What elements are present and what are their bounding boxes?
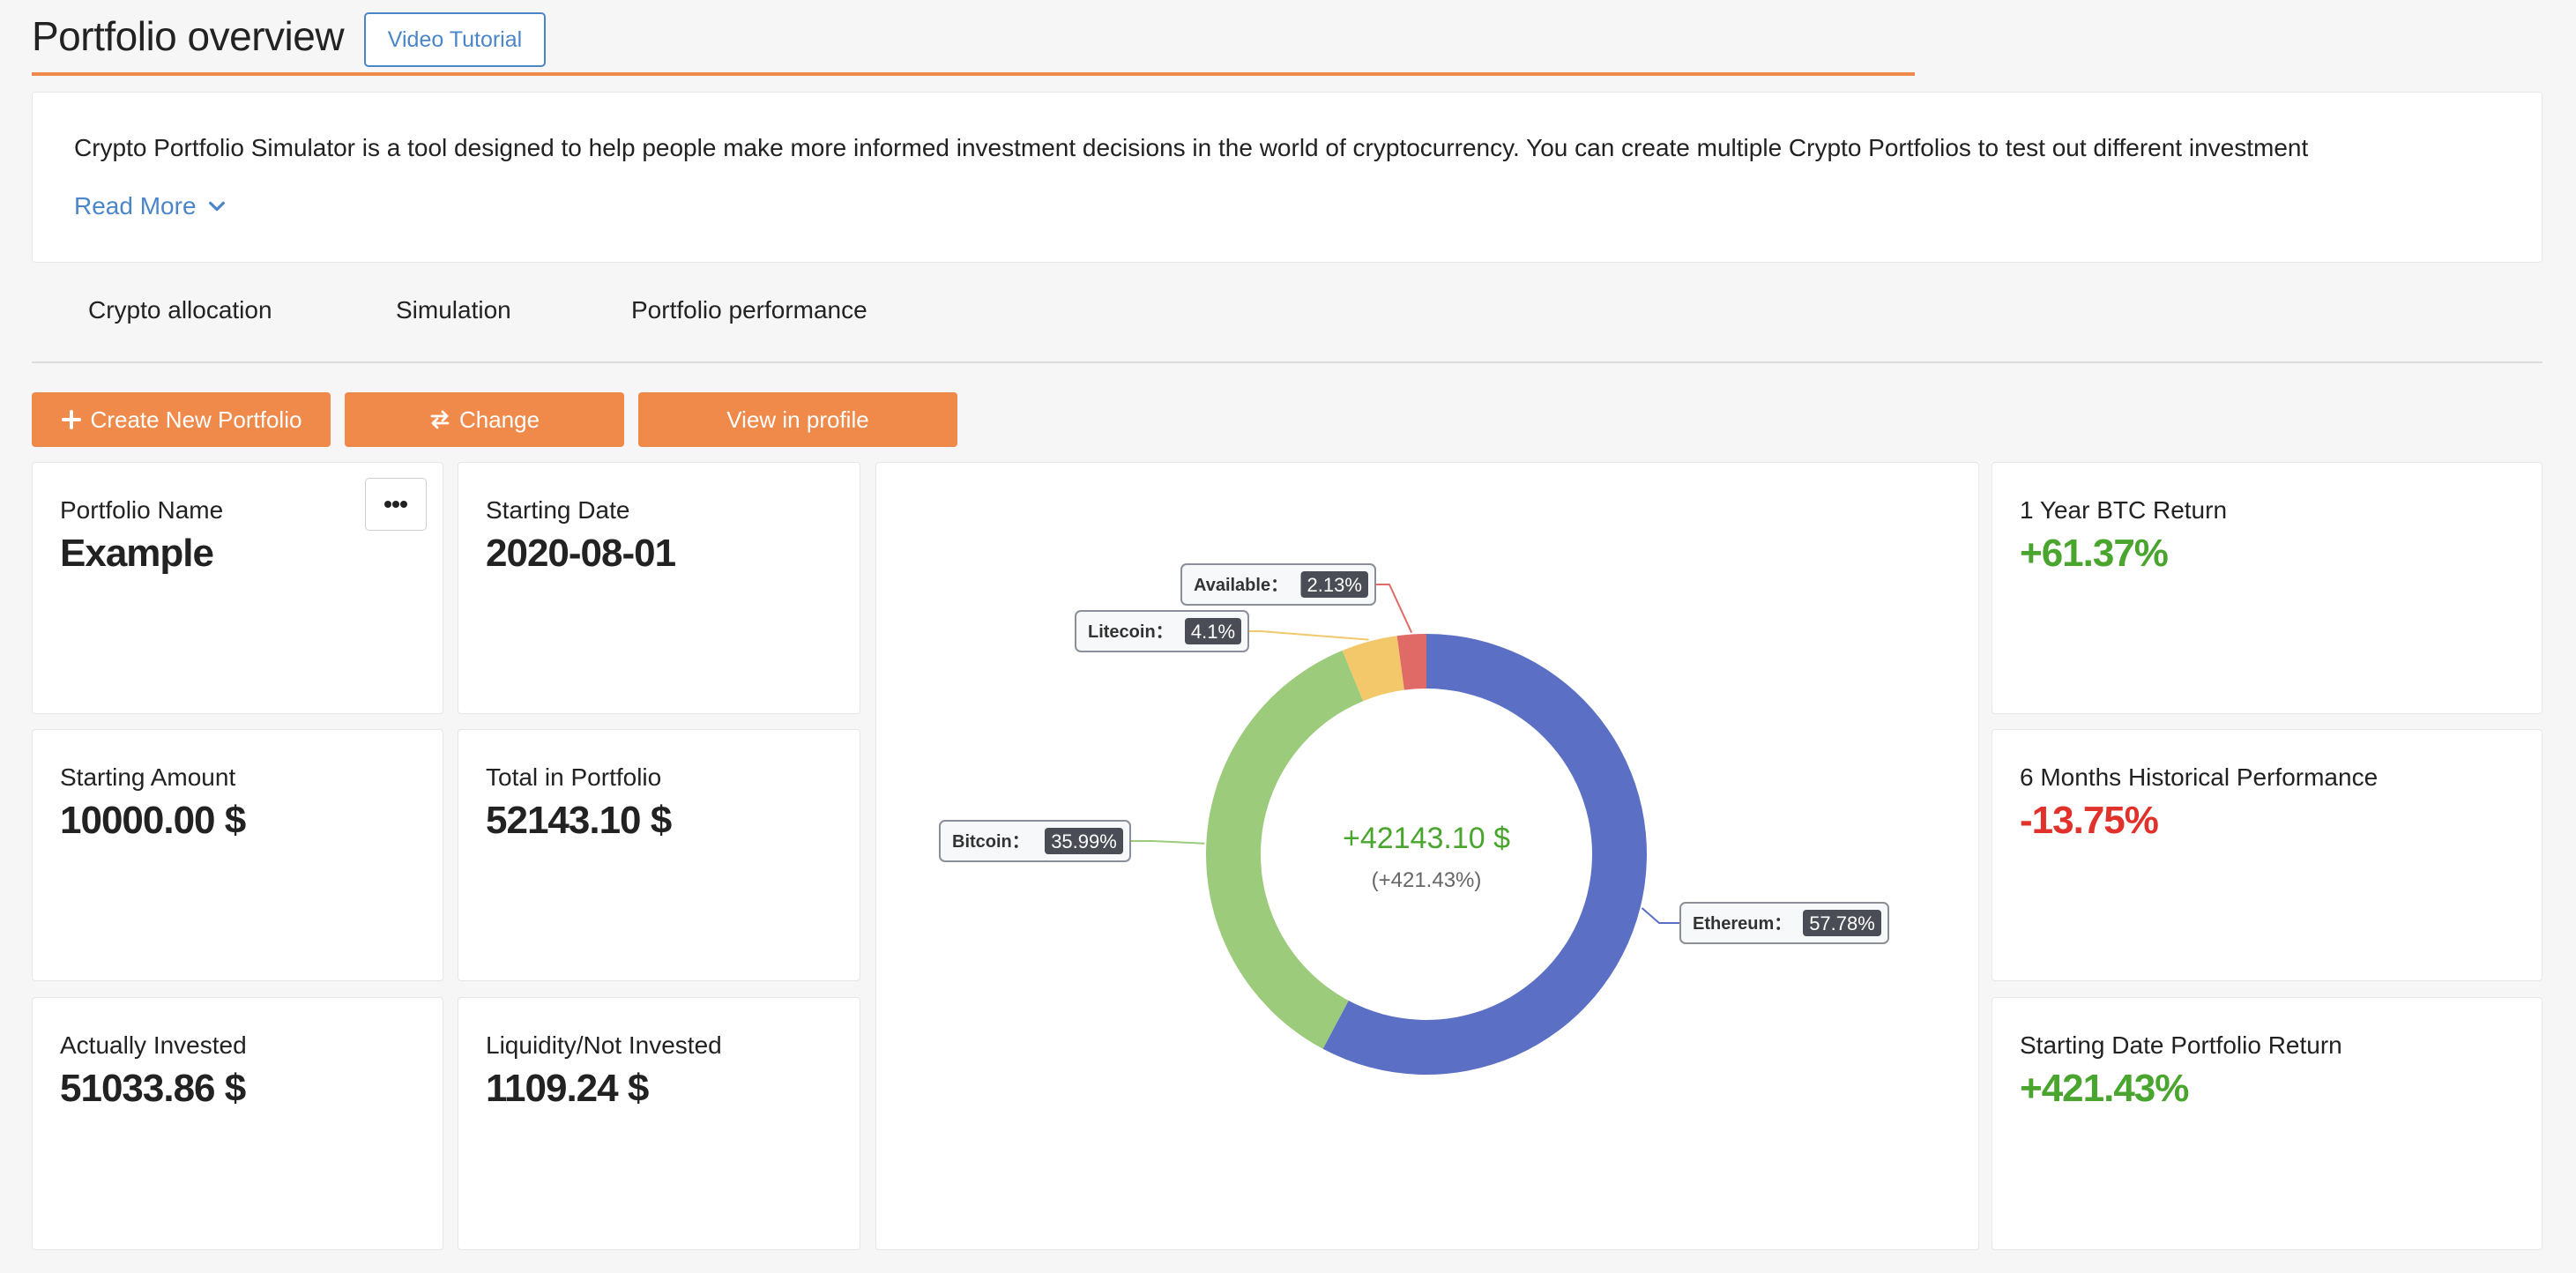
- data-label-value: 57.78%: [1809, 912, 1875, 934]
- liquidity-value: 1109.24 $: [486, 1067, 649, 1110]
- six-months-performance-value: -13.75%: [2020, 799, 2159, 842]
- total-in-portfolio-label: Total in Portfolio: [486, 763, 662, 791]
- starting-date-return-value: +421.43%: [2020, 1067, 2189, 1110]
- starting-amount-value: 10000.00 $: [60, 799, 246, 842]
- change-label: Change: [458, 406, 540, 433]
- data-label-ethereum: Ethereum： 57.78%: [1679, 902, 1889, 944]
- liquidity-card: Liquidity/Not Invested 1109.24 $: [458, 997, 860, 1250]
- data-label-name: Litecoin：: [1088, 622, 1173, 642]
- starting-date-return-card: Starting Date Portfolio Return +421.43%: [1992, 997, 2542, 1250]
- view-in-profile-button[interactable]: View in profile: [638, 392, 957, 447]
- tab-crypto-allocation[interactable]: Crypto allocation: [88, 296, 272, 324]
- allocation-chart-card: Ethereum： 57.78% Bitcoin： 35.99% Litecoin： 4.…: [875, 462, 1979, 1250]
- data-label-value: 2.13%: [1307, 574, 1362, 596]
- center-value: +42143.10 $: [1343, 822, 1510, 855]
- leader-line-available: [1375, 584, 1413, 633]
- total-in-portfolio-value: 52143.10 $: [486, 799, 672, 842]
- change-button[interactable]: Change: [345, 392, 624, 447]
- data-label-litecoin: Litecoin： 4.1%: [1075, 610, 1249, 652]
- video-tutorial-button[interactable]: Video Tutorial: [364, 12, 546, 67]
- center-percent: (+421.43%): [1372, 868, 1482, 892]
- slice-ethereum[interactable]: [1322, 634, 1647, 1075]
- tabs-divider: [32, 361, 2542, 363]
- data-label-available: Available： 2.13%: [1180, 563, 1376, 606]
- data-label-name: Available：: [1194, 576, 1288, 595]
- six-months-performance-label: 6 Months Historical Performance: [2020, 763, 2379, 791]
- intro-card: [32, 92, 2542, 263]
- chevron-down-icon: [208, 201, 225, 212]
- data-label-bitcoin: Bitcoin： 35.99%: [939, 820, 1131, 862]
- starting-date-value: 2020-08-01: [486, 532, 676, 575]
- btc-return-card: 1 Year BTC Return +61.37%: [1992, 462, 2542, 714]
- portfolio-name-label: Portfolio Name: [60, 496, 224, 524]
- slice-litecoin[interactable]: [1342, 636, 1404, 702]
- data-label-value: 4.1%: [1191, 621, 1235, 643]
- view-in-profile-label: View in profile: [726, 406, 869, 433]
- starting-date-card: Starting Date 2020-08-01: [458, 462, 860, 714]
- data-label-name: Bitcoin：: [952, 832, 1030, 852]
- read-more-label: Read More: [74, 192, 197, 220]
- actually-invested-value: 51033.86 $: [60, 1067, 246, 1110]
- more-horizontal-icon: [384, 501, 407, 508]
- btc-return-label: 1 Year BTC Return: [2020, 496, 2228, 524]
- portfolio-options-button[interactable]: [365, 478, 427, 531]
- read-more-link[interactable]: Read More: [74, 192, 227, 220]
- exchange-icon: [430, 410, 450, 429]
- data-label-name: Ethereum：: [1693, 914, 1791, 934]
- tab-simulation[interactable]: Simulation: [396, 296, 511, 324]
- starting-amount-label: Starting Amount: [60, 763, 236, 791]
- page-title: Portfolio overview: [32, 13, 345, 59]
- starting-date-label: Starting Date: [486, 496, 630, 524]
- title-underline: [32, 72, 1915, 76]
- create-portfolio-label: Create New Portfolio: [90, 406, 302, 433]
- leader-line-ethereum: [1641, 907, 1680, 924]
- total-in-portfolio-card: Total in Portfolio 52143.10 $: [458, 729, 860, 981]
- leader-line-litecoin: [1248, 630, 1369, 641]
- tab-portfolio-performance[interactable]: Portfolio performance: [631, 296, 867, 324]
- intro-text: Crypto Portfolio Simulator is a tool des…: [74, 134, 2309, 161]
- actually-invested-card: Actually Invested 51033.86 $: [32, 997, 443, 1250]
- liquidity-label: Liquidity/Not Invested: [486, 1031, 722, 1059]
- btc-return-value: +61.37%: [2020, 532, 2169, 575]
- starting-amount-card: Starting Amount 10000.00 $: [32, 729, 443, 981]
- create-portfolio-button[interactable]: Create New Portfolio: [32, 392, 331, 447]
- portfolio-name-value: Example: [60, 532, 214, 575]
- leader-line-bitcoin: [1130, 840, 1205, 845]
- six-months-performance-card: 6 Months Historical Performance -13.75%: [1992, 729, 2542, 981]
- slice-bitcoin[interactable]: [1206, 650, 1364, 1049]
- actually-invested-label: Actually Invested: [60, 1031, 247, 1059]
- plus-icon: [61, 410, 81, 429]
- slice-available[interactable]: [1396, 634, 1426, 690]
- allocation-donut-chart: Ethereum： 57.78% Bitcoin： 35.99% Litecoin： 4.…: [939, 563, 1889, 1075]
- data-label-value: 35.99%: [1051, 830, 1117, 852]
- starting-date-return-label: Starting Date Portfolio Return: [2020, 1031, 2342, 1059]
